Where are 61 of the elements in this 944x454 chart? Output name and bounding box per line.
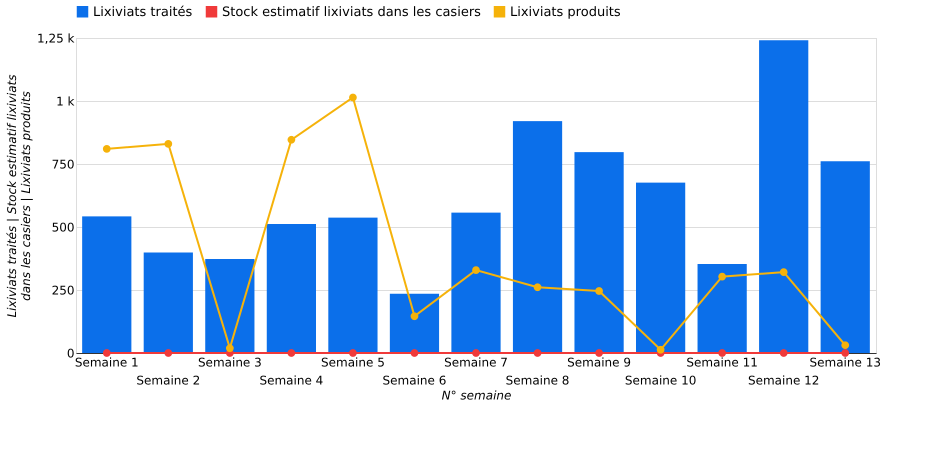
point bbox=[226, 344, 234, 352]
y-axis-title: Lixiviats traités | Stock estimatif lixiviats dans les casiers | Lixiviats produits bbox=[5, 74, 34, 318]
y-tick-label: 250 bbox=[52, 284, 74, 298]
bar bbox=[820, 161, 870, 353]
legend-label: Lixiviats produits bbox=[510, 4, 621, 20]
point bbox=[102, 145, 111, 153]
x-tick-label: Semaine 2 bbox=[136, 374, 200, 388]
point bbox=[164, 349, 172, 357]
point bbox=[534, 283, 542, 292]
x-tick-label: Semaine 5 bbox=[321, 356, 385, 370]
x-tick-label: Semaine 13 bbox=[810, 356, 881, 370]
x-tick-label: Semaine 3 bbox=[198, 356, 262, 370]
x-tick-label: Semaine 6 bbox=[382, 374, 446, 388]
y-tick-label: 0 bbox=[66, 346, 74, 360]
point bbox=[410, 312, 418, 320]
y-tick-label: 1 k bbox=[56, 94, 75, 108]
bar bbox=[759, 40, 808, 353]
x-tick-label: Semaine 12 bbox=[748, 374, 820, 388]
y-tick-label: 750 bbox=[52, 158, 74, 172]
point bbox=[102, 349, 111, 357]
bar bbox=[512, 121, 562, 353]
bar bbox=[636, 182, 686, 353]
point bbox=[534, 349, 542, 357]
point bbox=[349, 349, 357, 357]
y-tick-label: 500 bbox=[52, 220, 74, 234]
legend-label: Lixiviats traités bbox=[93, 4, 193, 20]
point bbox=[656, 346, 664, 354]
x-tick-label: Semaine 11 bbox=[686, 356, 758, 370]
point bbox=[780, 349, 788, 357]
point bbox=[841, 341, 850, 350]
x-tick-label: Semaine 10 bbox=[624, 374, 696, 388]
bar bbox=[390, 294, 440, 353]
point bbox=[410, 349, 418, 357]
point bbox=[164, 140, 172, 148]
point bbox=[780, 268, 788, 276]
y-tick-label: 1,25 k bbox=[37, 32, 75, 46]
legend-label: Stock estimatif lixiviats dans les casiers bbox=[222, 4, 482, 20]
point bbox=[472, 266, 480, 274]
point bbox=[718, 349, 726, 357]
bar bbox=[266, 224, 316, 353]
point bbox=[349, 94, 357, 102]
x-axis-title: N° semaine bbox=[442, 388, 512, 402]
x-tick-label: Semaine 9 bbox=[567, 356, 631, 370]
point bbox=[595, 287, 603, 295]
bar bbox=[698, 264, 747, 353]
point bbox=[472, 349, 480, 357]
bar bbox=[574, 152, 624, 353]
bar bbox=[328, 218, 378, 353]
x-tick-label: Semaine 4 bbox=[259, 374, 324, 388]
x-tick-label: Semaine 1 bbox=[74, 356, 139, 370]
x-tick-label: Semaine 7 bbox=[444, 356, 508, 370]
bar bbox=[82, 216, 132, 353]
bar bbox=[144, 252, 193, 353]
x-tick-label: Semaine 8 bbox=[506, 374, 570, 388]
point bbox=[288, 136, 296, 144]
point bbox=[595, 349, 603, 357]
bar bbox=[205, 259, 254, 353]
bar bbox=[451, 212, 501, 353]
point bbox=[288, 349, 296, 357]
point bbox=[841, 349, 850, 357]
point bbox=[718, 272, 726, 281]
